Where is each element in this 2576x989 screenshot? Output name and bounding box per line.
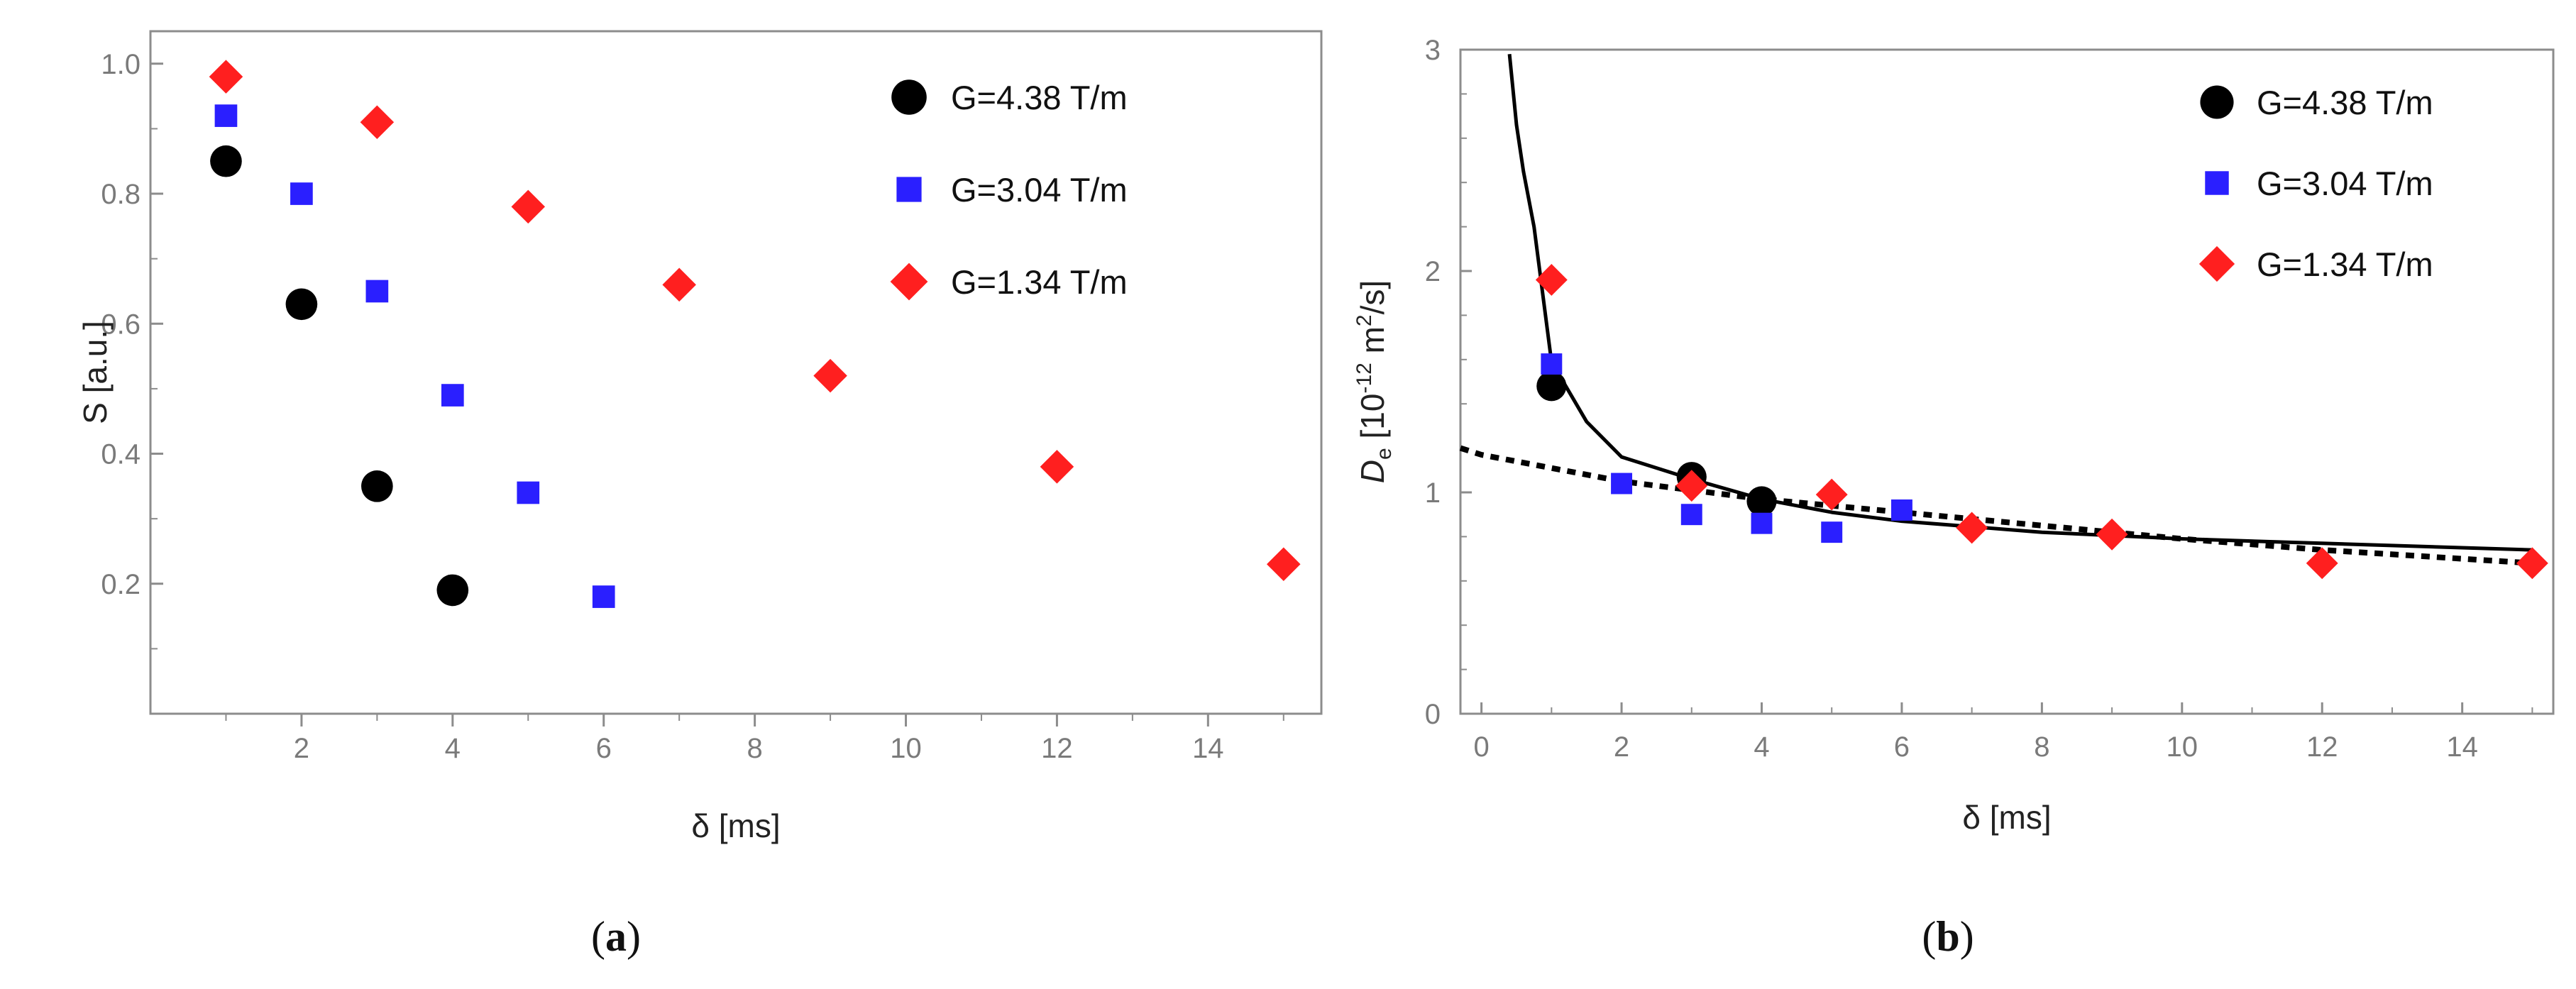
chart-a-points — [209, 60, 1301, 608]
x-tick-label: 8 — [2034, 731, 2049, 763]
y-tick-label: 0.8 — [101, 179, 141, 210]
x-tick-label: 2 — [294, 733, 309, 764]
y-tick-label: 0.4 — [101, 439, 141, 470]
chart-a-frame — [149, 30, 1323, 715]
chart-a-ticks: 2 4 6 8 10 12 14 0.2 0.4 0.6 0.8 1.0 — [101, 49, 1284, 764]
data-point — [662, 267, 696, 302]
dotted-fit-curve — [1459, 445, 2533, 566]
chart-a: 2 4 6 8 10 12 14 0.2 0.4 0.6 0.8 1.0 G=4.38 T/m G=3.… — [77, 30, 1323, 960]
ylabel-close: /s] — [1354, 280, 1391, 315]
chart-a-panel-label: (a) — [591, 913, 641, 960]
data-point — [290, 182, 313, 205]
data-point — [1746, 486, 1777, 516]
data-point — [1751, 512, 1773, 534]
data-point — [592, 585, 615, 608]
data-point — [1890, 499, 1912, 521]
data-point — [209, 60, 243, 94]
data-point — [1680, 504, 1702, 526]
data-point — [1611, 473, 1633, 494]
y-tick-label: 0.6 — [101, 309, 141, 340]
legend-label: G=4.38 T/m — [951, 79, 1128, 116]
y-tick-label: 0 — [1425, 699, 1441, 730]
x-tick-label: 4 — [445, 733, 461, 764]
data-point — [2306, 547, 2338, 580]
chart-a-ylabel: S [a.u.] — [77, 321, 114, 424]
y-tick-label: 0.2 — [101, 569, 141, 600]
legend-marker — [896, 177, 922, 202]
data-point — [2096, 518, 2128, 551]
x-tick-label: 6 — [1894, 731, 1910, 763]
ylabel-symbol: D — [1354, 460, 1391, 483]
data-point — [441, 384, 464, 407]
x-tick-label: 10 — [890, 733, 922, 764]
data-point — [361, 470, 393, 502]
data-point — [285, 288, 318, 321]
legend-label: G=1.34 T/m — [951, 263, 1128, 301]
legend-marker — [891, 79, 927, 115]
data-point — [1536, 371, 1567, 402]
data-point — [1675, 470, 1708, 502]
solid-fit-curve — [1507, 53, 2533, 552]
chart-b-xlabel: δ [ms] — [1962, 799, 2051, 836]
ylabel-open: [10 — [1354, 394, 1391, 448]
data-point — [1541, 353, 1563, 375]
legend-label: G=1.34 T/m — [2257, 245, 2433, 283]
data-point — [365, 280, 389, 303]
legend-label: G=3.04 T/m — [951, 171, 1128, 209]
data-point — [436, 574, 469, 607]
x-tick-label: 14 — [2446, 731, 2478, 763]
x-tick-label: 4 — [1754, 731, 1769, 763]
legend-marker — [2205, 171, 2229, 195]
x-tick-label: 10 — [2167, 731, 2198, 763]
chart-a-xlabel: δ [ms] — [691, 807, 780, 844]
chart-b-legend: G=4.38 T/m G=3.04 T/m G=1.34 T/m — [2198, 84, 2433, 283]
y-tick-label: 3 — [1425, 35, 1441, 66]
y-tick-label: 1.0 — [101, 49, 141, 80]
legend-label: G=3.04 T/m — [2257, 165, 2433, 202]
chart-a-legend: G=4.38 T/m G=3.04 T/m G=1.34 T/m — [890, 79, 1128, 301]
chart-b-panel-label: (b) — [1922, 913, 1974, 960]
data-point — [517, 481, 540, 504]
x-tick-label: 2 — [1614, 731, 1629, 763]
data-point — [511, 189, 546, 224]
data-point — [1040, 450, 1074, 484]
ylabel-subscript: e — [1372, 448, 1396, 460]
data-point — [1821, 521, 1843, 543]
x-tick-label: 0 — [1473, 731, 1489, 763]
x-tick-label: 14 — [1192, 733, 1224, 764]
data-point — [813, 358, 847, 393]
x-tick-label: 12 — [1041, 733, 1073, 764]
x-tick-label: 8 — [747, 733, 762, 764]
data-point — [1535, 264, 1568, 296]
chart-b-ylabel: De [10-12 m2/s] — [1353, 280, 1396, 483]
y-tick-label: 1 — [1425, 477, 1441, 509]
legend-marker — [890, 263, 928, 301]
chart-a-panel-letter: a — [605, 913, 627, 960]
data-point — [1267, 547, 1301, 582]
x-tick-label: 6 — [596, 733, 612, 764]
data-point — [210, 145, 242, 177]
legend-marker — [2200, 85, 2234, 119]
ylabel-mid: m — [1354, 326, 1391, 363]
chart-b-frame — [1459, 48, 2555, 715]
chart-b-panel-letter: b — [1936, 913, 1959, 960]
data-point — [1956, 512, 1988, 544]
ylabel-exponent2: 2 — [1353, 314, 1376, 326]
legend-marker — [2198, 245, 2235, 282]
y-tick-label: 2 — [1425, 256, 1441, 287]
x-tick-label: 12 — [2306, 731, 2338, 763]
data-point — [214, 104, 238, 127]
legend-label: G=4.38 T/m — [2257, 84, 2433, 121]
data-point — [360, 105, 395, 140]
data-point — [1815, 478, 1848, 511]
chart-b-points — [1535, 264, 2548, 580]
ylabel-exponent: -12 — [1353, 363, 1376, 393]
data-point — [2516, 547, 2548, 580]
